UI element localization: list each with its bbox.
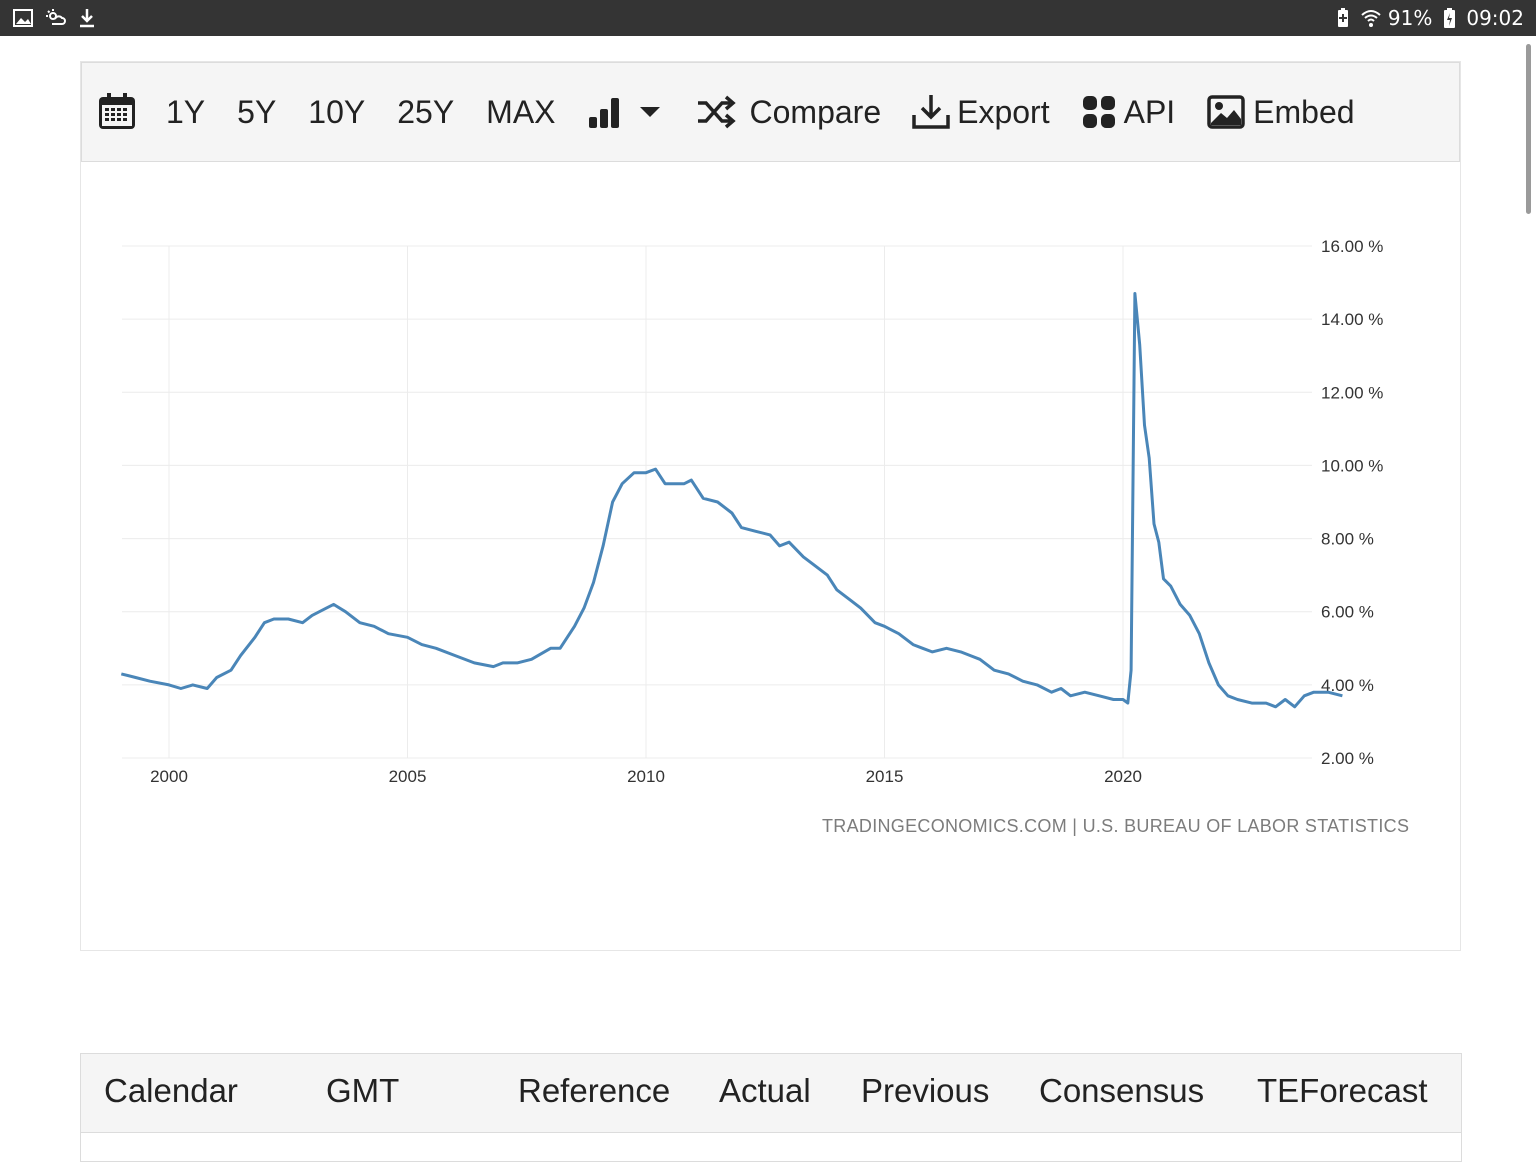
- range-10y-button[interactable]: 10Y: [308, 93, 366, 130]
- caret-down-icon: [639, 107, 660, 117]
- y-tick-label: 2.00 %: [1321, 749, 1374, 768]
- calendar-table-body: [80, 1132, 1462, 1162]
- scrollbar-thumb[interactable]: [1526, 44, 1531, 214]
- status-bar: 91% 09:02: [0, 0, 1536, 36]
- column-actual[interactable]: Actual: [719, 1072, 811, 1109]
- y-tick-label: 10.00 %: [1321, 456, 1383, 475]
- column-calendar[interactable]: Calendar: [104, 1072, 238, 1109]
- x-tick-label: 2015: [866, 767, 904, 786]
- export-label: Export: [957, 93, 1050, 130]
- y-axis-ticks: 16.00 % 14.00 % 12.00 % 10.00 % 8.00 % 6.00 %…: [1321, 237, 1383, 768]
- download-tray-icon: [912, 95, 950, 129]
- y-tick-label: 14.00 %: [1321, 310, 1383, 329]
- chart-attribution: TRADINGECONOMICS.COM | U.S. BUREAU OF LA…: [822, 816, 1410, 836]
- chart-card: [80, 61, 1461, 951]
- chart-toolbar: 1Y 5Y 10Y 25Y MAX Compare Export: [81, 62, 1460, 162]
- x-axis-ticks: 2000 2005 2010 2015 2020: [150, 767, 1142, 786]
- x-tick-label: 2010: [627, 767, 665, 786]
- clock: 09:02: [1466, 6, 1524, 30]
- column-reference[interactable]: Reference: [518, 1072, 671, 1109]
- scrollbar[interactable]: [1522, 36, 1536, 1152]
- api-label: API: [1123, 93, 1176, 130]
- image-icon: [1207, 95, 1245, 129]
- shuffle-icon: [697, 95, 736, 129]
- y-tick-label: 6.00 %: [1321, 603, 1374, 622]
- image-icon: [13, 9, 33, 27]
- y-tick-label: 12.00 %: [1321, 383, 1383, 402]
- export-button[interactable]: Export: [911, 93, 1050, 131]
- range-max-button[interactable]: MAX: [486, 93, 556, 130]
- range-5y-button[interactable]: 5Y: [237, 93, 277, 130]
- api-button[interactable]: API: [1082, 93, 1176, 131]
- calendar-icon: [99, 93, 135, 129]
- y-tick-label: 8.00 %: [1321, 530, 1374, 549]
- range-25y-button[interactable]: 25Y: [397, 93, 455, 130]
- x-tick-label: 2020: [1104, 767, 1142, 786]
- y-tick-label: 16.00 %: [1321, 237, 1383, 256]
- y-tick-label: 4.00 %: [1321, 676, 1374, 695]
- battery-percent: 91%: [1387, 6, 1433, 30]
- column-teforecast[interactable]: TEForecast: [1257, 1072, 1428, 1109]
- calendar-table-header: Calendar GMT Reference Actual Previous C…: [80, 1053, 1462, 1133]
- calendar-button[interactable]: [98, 93, 136, 131]
- cloud-sun-icon: [46, 9, 66, 25]
- bar-chart-icon: [588, 98, 619, 128]
- column-consensus[interactable]: Consensus: [1039, 1072, 1205, 1109]
- embed-label: Embed: [1253, 93, 1355, 130]
- download-icon: [80, 9, 94, 28]
- compare-button[interactable]: Compare: [696, 93, 882, 131]
- column-previous[interactable]: Previous: [861, 1072, 990, 1109]
- api-grid-icon: [1082, 96, 1115, 128]
- compare-label: Compare: [749, 93, 882, 130]
- battery-charging-icon: [1444, 8, 1456, 28]
- column-gmt[interactable]: GMT: [326, 1072, 400, 1109]
- battery-saver-icon: [1337, 8, 1348, 27]
- wifi-icon: [1361, 10, 1381, 27]
- embed-button[interactable]: Embed: [1207, 93, 1355, 131]
- x-tick-label: 2000: [150, 767, 188, 786]
- range-1y-button[interactable]: 1Y: [166, 93, 206, 130]
- chart-type-dropdown[interactable]: [588, 95, 662, 129]
- chart-gridlines: [122, 245, 1312, 759]
- series-line: [120, 292, 1343, 709]
- x-tick-label: 2005: [389, 767, 427, 786]
